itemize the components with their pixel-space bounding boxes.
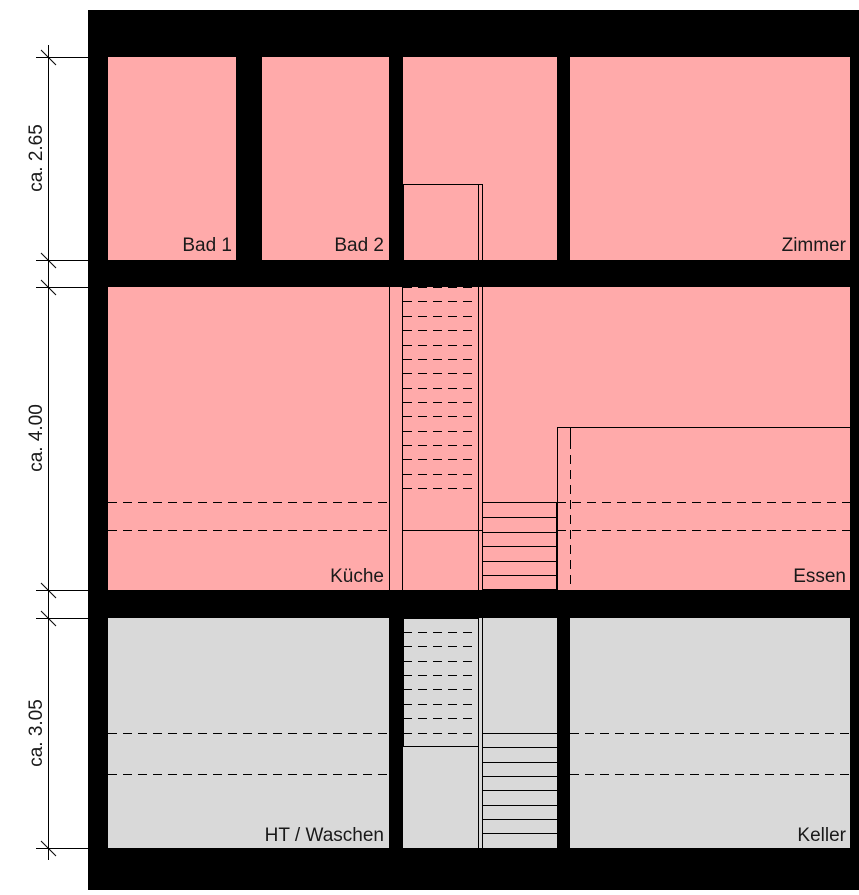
tick-mark: [40, 610, 57, 627]
dimension-label-middle: ca. 4.00: [26, 404, 47, 472]
stair-lower: [403, 618, 557, 848]
stair-middle: [389, 287, 557, 590]
essen-outline: [557, 427, 850, 590]
room-label-kueche: Küche: [330, 566, 384, 587]
dimension-label-lower: ca. 3.05: [26, 699, 47, 767]
ceiling-lines-middle: [108, 502, 850, 531]
tick-mark: [40, 279, 57, 296]
room-label-zimmer: Zimmer: [782, 235, 847, 256]
stair-top-outline: [403, 184, 483, 261]
room-label-bad2: Bad 2: [334, 235, 384, 256]
room-fill: [108, 57, 236, 260]
dimension-label-upper: ca. 2.65: [26, 124, 47, 192]
room-bad1: Bad 1: [108, 57, 236, 260]
room-label-keller: Keller: [797, 825, 846, 846]
room-label-bad1: Bad 1: [182, 235, 232, 256]
room-zimmer: Zimmer: [570, 57, 850, 260]
tick-mark: [40, 582, 57, 599]
tick-mark: [40, 49, 57, 66]
tick-mark: [40, 840, 57, 857]
room-fill: [262, 57, 389, 260]
tick-mark: [40, 252, 57, 269]
room-label-essen: Essen: [793, 566, 846, 587]
room-stair-hall-top: [403, 57, 557, 260]
room-fill: [570, 57, 850, 260]
room-bad2: Bad 2: [262, 57, 389, 260]
room-label-ht-waschen: HT / Waschen: [265, 825, 384, 846]
room-fill: [403, 57, 557, 260]
dimension-chain: [36, 45, 108, 860]
ceiling-lines-lower: [108, 733, 850, 775]
